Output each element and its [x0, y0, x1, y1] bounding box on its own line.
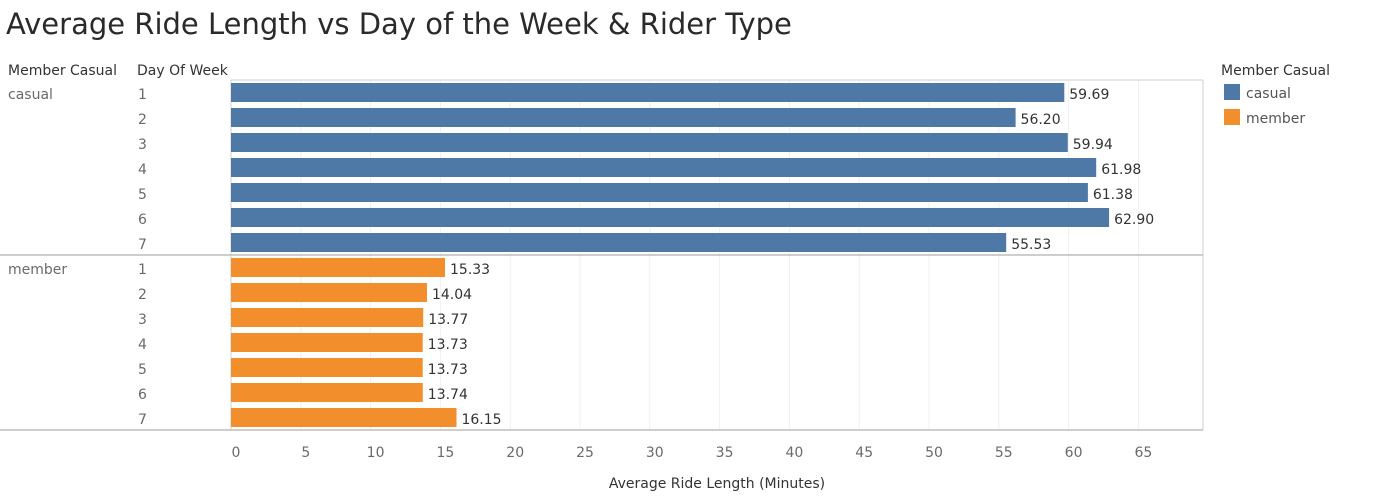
x-tick-label: 55 [995, 445, 1013, 461]
x-tick-label: 35 [716, 445, 734, 461]
day-label: 6 [138, 212, 147, 228]
bar-member-5[interactable] [231, 358, 423, 377]
bar-value-label: 13.74 [428, 387, 468, 403]
x-tick-label: 30 [646, 445, 664, 461]
day-label: 7 [138, 412, 147, 428]
x-tick-label: 10 [367, 445, 385, 461]
day-label: 6 [138, 387, 147, 403]
bar-value-label: 61.98 [1101, 162, 1141, 178]
legend-swatch-casual[interactable] [1224, 84, 1240, 100]
day-label: 2 [138, 287, 147, 303]
day-label: 3 [138, 137, 147, 153]
row-header-day-of-week: Day Of Week [137, 63, 229, 79]
bar-value-label: 61.38 [1093, 187, 1133, 203]
x-tick-label: 45 [855, 445, 873, 461]
bar-value-label: 15.33 [450, 262, 490, 278]
day-label: 5 [138, 362, 147, 378]
x-tick-label: 20 [506, 445, 524, 461]
day-label: 1 [138, 87, 147, 103]
bar-value-label: 62.90 [1114, 212, 1154, 228]
bar-value-label: 59.94 [1073, 137, 1113, 153]
day-label: 5 [138, 187, 147, 203]
x-tick-label: 40 [785, 445, 803, 461]
bar-member-7[interactable] [231, 408, 457, 427]
bar-casual-5[interactable] [231, 183, 1088, 202]
bar-value-label: 13.77 [428, 312, 468, 328]
legend-title: Member Casual [1221, 63, 1330, 79]
x-tick-label: 60 [1065, 445, 1083, 461]
bar-value-label: 56.20 [1021, 112, 1061, 128]
day-label: 2 [138, 112, 147, 128]
bar-member-2[interactable] [231, 283, 427, 302]
bar-casual-4[interactable] [231, 158, 1097, 177]
bar-casual-6[interactable] [231, 208, 1110, 227]
bar-value-label: 55.53 [1011, 237, 1051, 253]
x-tick-label: 50 [925, 445, 943, 461]
day-label: 1 [138, 262, 147, 278]
bar-value-label: 14.04 [432, 287, 472, 303]
page-title: Average Ride Length vs Day of the Week &… [6, 7, 792, 41]
x-tick-label: 65 [1134, 445, 1152, 461]
group-label-casual: casual [8, 87, 53, 103]
legend-label-member: member [1246, 111, 1305, 127]
bar-casual-2[interactable] [231, 108, 1016, 127]
bar-value-label: 59.69 [1069, 87, 1109, 103]
day-label: 3 [138, 312, 147, 328]
group-label-member: member [8, 262, 67, 278]
day-label: 4 [138, 162, 147, 178]
bar-casual-7[interactable] [231, 233, 1007, 252]
x-tick-label: 25 [576, 445, 594, 461]
x-tick-label: 5 [301, 445, 310, 461]
row-header-member-casual: Member Casual [8, 63, 117, 79]
bar-casual-1[interactable] [231, 83, 1065, 102]
bar-casual-3[interactable] [231, 133, 1068, 152]
bar-value-label: 13.73 [428, 362, 468, 378]
bar-value-label: 16.15 [461, 412, 501, 428]
bar-member-1[interactable] [231, 258, 445, 277]
x-axis-title: Average Ride Length (Minutes) [609, 476, 825, 492]
x-tick-label: 15 [436, 445, 454, 461]
bar-member-4[interactable] [231, 333, 423, 352]
day-label: 7 [138, 237, 147, 253]
x-tick-label: 0 [232, 445, 241, 461]
day-label: 4 [138, 337, 147, 353]
legend-swatch-member[interactable] [1224, 109, 1240, 125]
bar-member-3[interactable] [231, 308, 424, 327]
bar-member-6[interactable] [231, 383, 423, 402]
legend-label-casual: casual [1246, 86, 1291, 102]
bar-value-label: 13.73 [428, 337, 468, 353]
